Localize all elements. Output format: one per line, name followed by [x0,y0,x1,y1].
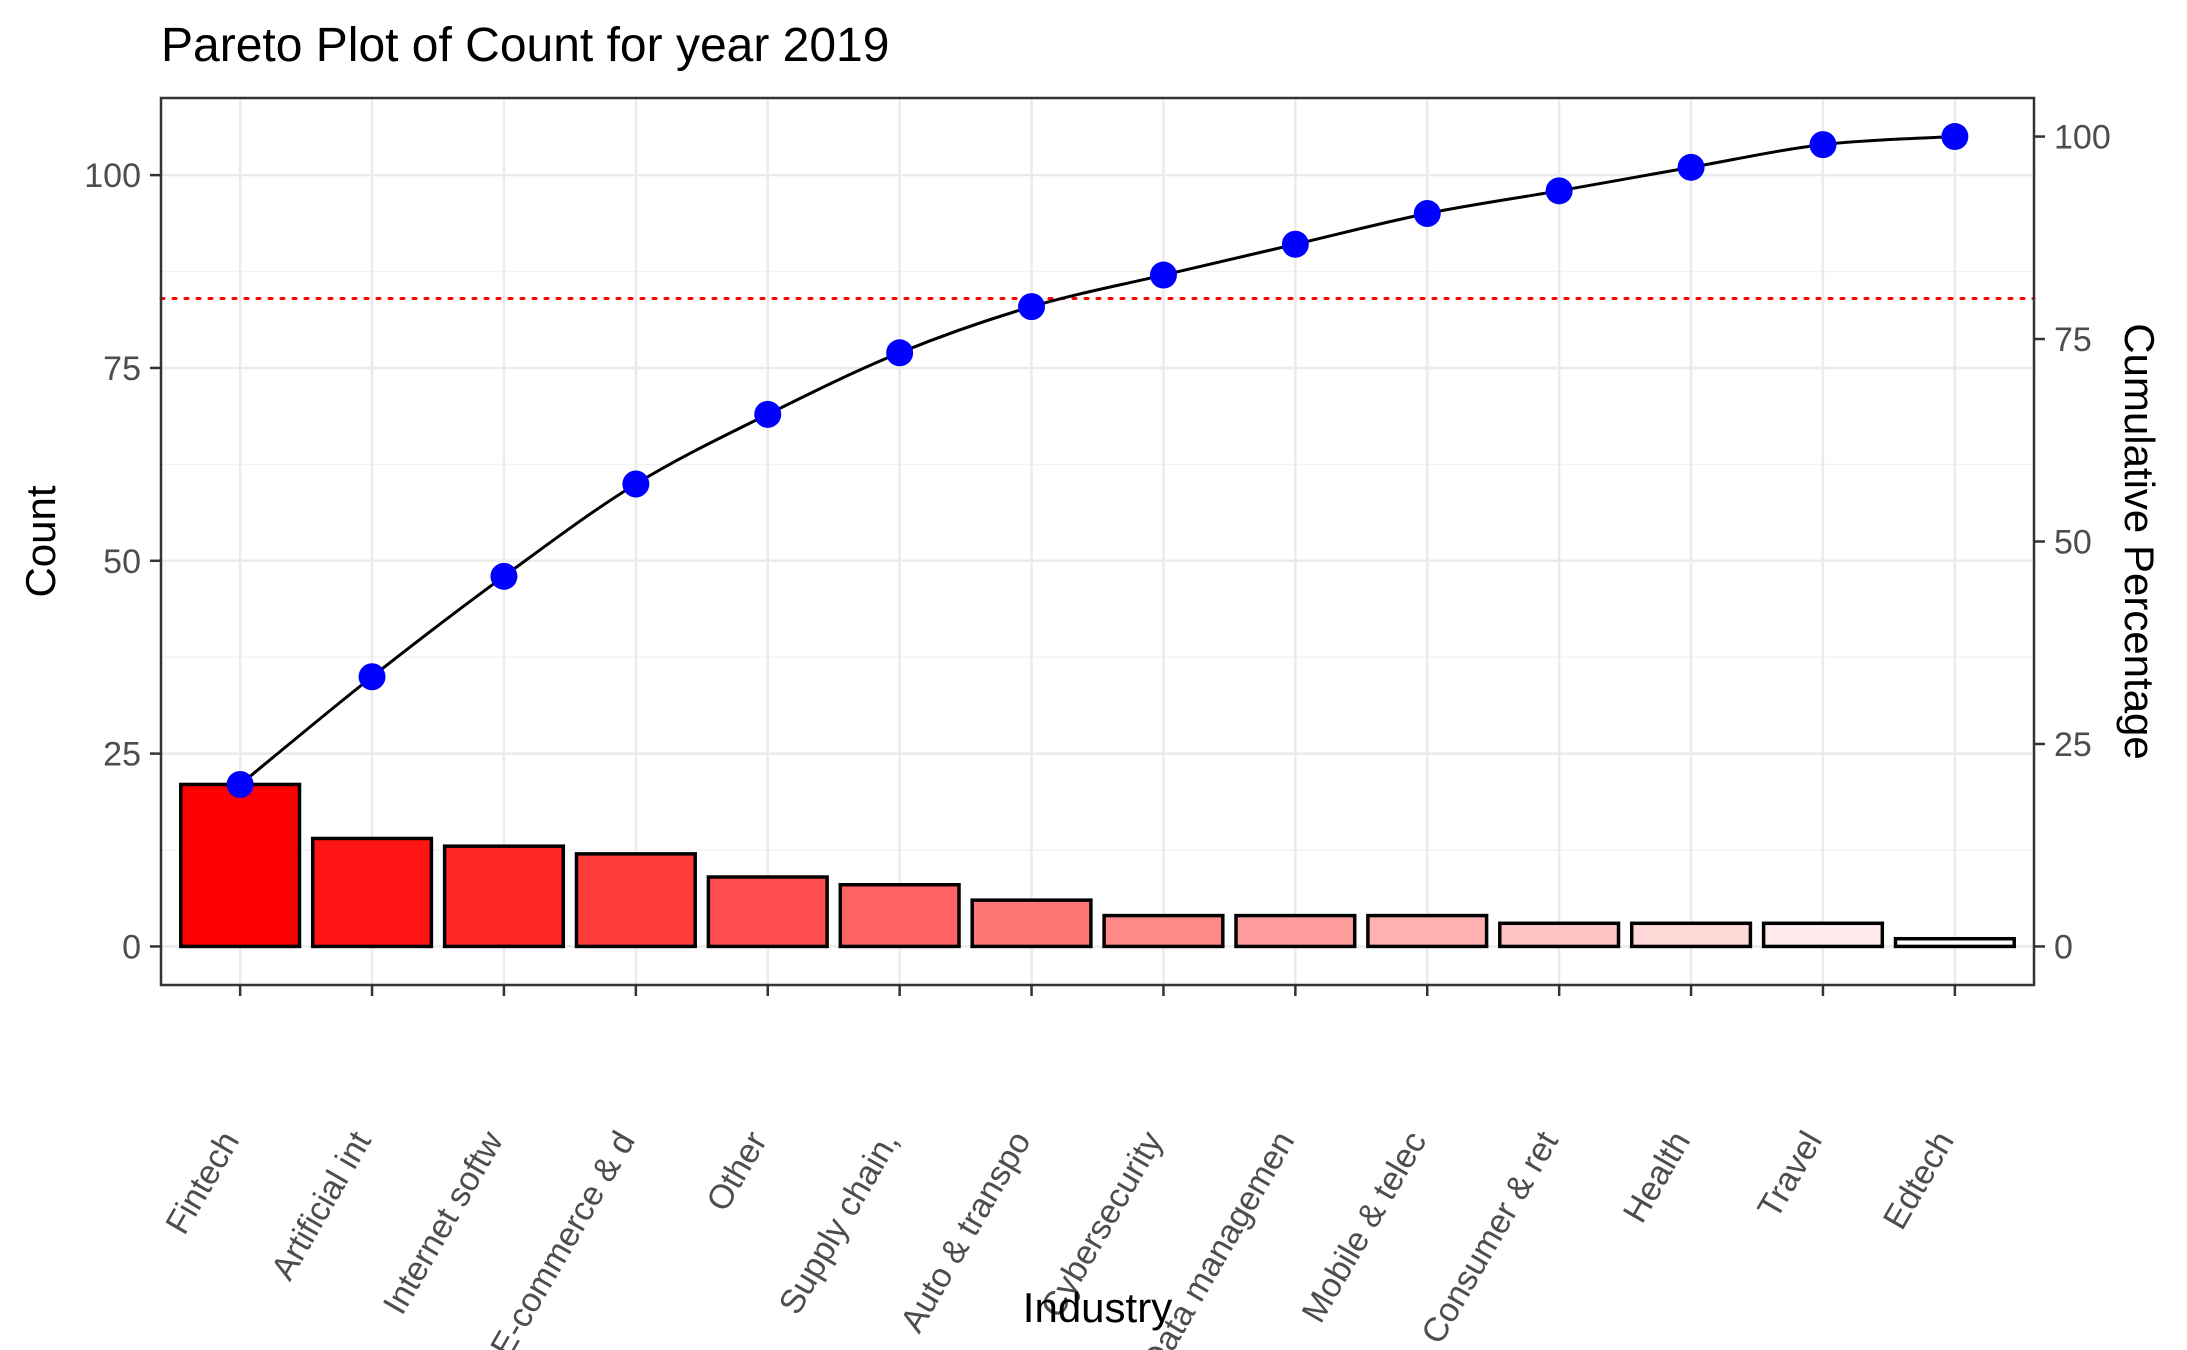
bar-13 [1761,921,1885,949]
cumulative-point-4 [622,470,650,498]
cumulative-point-14 [1941,123,1969,151]
bar-3 [442,844,566,949]
x-tick-label: Consumer & ret [1414,1125,1566,1350]
x-axis-title: Industry [1023,1284,1172,1331]
y2-tick-label: 100 [2054,119,2111,157]
chart-title: Pareto Plot of Count for year 2019 [161,19,889,72]
x-tick-label: Mobile & telec [1294,1125,1434,1329]
y-axis-right: 0 25 50 75 100 [2034,119,2111,966]
x-tick-label: Internet softw [376,1125,511,1321]
cumulative-line-path [239,135,1955,786]
bar-5 [706,875,829,949]
x-tick-label: Fintech [158,1125,247,1241]
bar-2 [310,836,434,949]
grid-lines [161,98,2034,985]
cumulative-point-1 [226,770,254,798]
y-tick-label: 100 [84,157,141,195]
y-axis-left: 0 25 50 75 100 [84,157,161,966]
x-tick-label: Travel [1750,1125,1830,1225]
y-tick-label: 0 [122,928,141,966]
bars [179,782,2016,949]
bar-9 [1234,913,1357,949]
cumulative-point-6 [886,339,914,367]
bar-8 [1102,913,1225,949]
x-tick-label: Auto & transpo [893,1125,1038,1339]
y-tick-label: 25 [103,736,141,774]
y-tick-label: 75 [103,350,141,388]
bar-1 [179,782,302,949]
x-tick-label: Other [699,1125,774,1218]
y2-axis-title: Cumulative Percentage [2116,323,2163,760]
y2-tick-label: 0 [2054,928,2073,966]
y2-tick-label: 75 [2054,321,2092,359]
x-tick-label: E-commerce & d [483,1125,643,1350]
cumulative-point-13 [1809,131,1837,159]
bar-4 [574,852,697,949]
cumulative-point-7 [1018,293,1046,321]
cumulative-point-8 [1149,261,1177,289]
x-tick-label: Health [1616,1125,1698,1229]
bar-10 [1366,913,1489,949]
bar-7 [970,898,1093,949]
bar-6 [838,882,961,949]
cumulative-point-10 [1413,199,1441,227]
cumulative-point-2 [358,663,386,691]
cumulative-point-12 [1677,153,1705,181]
x-tick-label: Edtech [1876,1125,1962,1236]
bar-11 [1498,921,1621,949]
cumulative-point-5 [754,400,782,428]
cumulative-line [239,135,1955,786]
cumulative-point-3 [490,562,518,590]
plot-panel-border [159,96,2036,987]
y2-tick-label: 25 [2054,726,2092,764]
x-tick-label: Artificial int [264,1125,379,1287]
cumulative-points [226,123,1969,798]
y-tick-label: 50 [103,543,141,581]
x-tick-label: Supply chain, [772,1125,907,1321]
cumulative-point-11 [1545,177,1573,205]
y2-tick-label: 50 [2054,524,2092,562]
cumulative-point-9 [1281,230,1309,258]
y-axis-title: Count [17,485,64,597]
bar-12 [1629,921,1753,949]
bar-14 [1893,936,2016,949]
